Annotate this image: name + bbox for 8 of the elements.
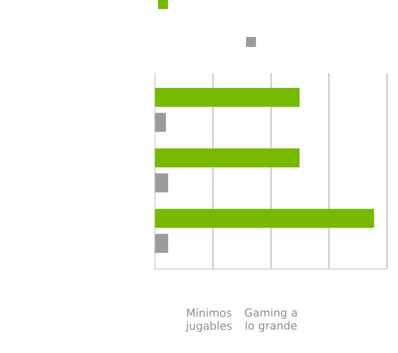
bar	[155, 173, 168, 192]
bar	[155, 234, 168, 253]
text: Gaming a lo grande	[244, 308, 297, 332]
bar	[155, 88, 300, 107]
bar	[155, 148, 300, 168]
bar	[155, 208, 374, 228]
text: Mínimos jugables	[186, 308, 232, 332]
bar	[155, 112, 166, 132]
